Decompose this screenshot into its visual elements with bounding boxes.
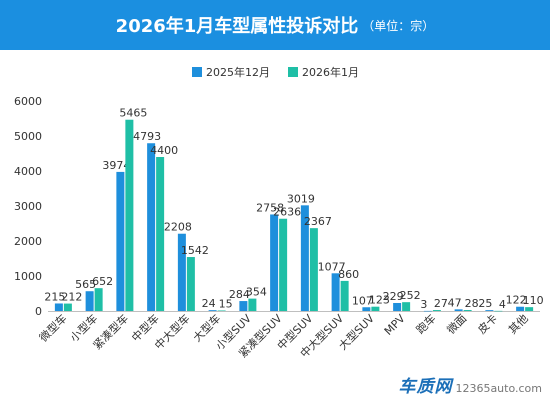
data-label-s2-13: 27: [434, 297, 448, 310]
data-label-s1-12: 229: [383, 290, 404, 303]
data-label-s2-10: 860: [338, 268, 359, 281]
data-label-s2-15: 4: [499, 298, 506, 311]
data-label-s1-16: 122: [506, 294, 527, 307]
watermark-logo: 车质网: [398, 377, 453, 397]
data-label-s1-15: 25: [478, 297, 492, 310]
data-label-s1-9: 3019: [287, 192, 315, 205]
data-label-s1-6: 24: [202, 297, 216, 310]
bar-s1-15: [485, 310, 494, 311]
bar-s2-3: [125, 119, 134, 311]
data-label-s2-11: 123: [369, 294, 390, 307]
watermark: 车质网 12365auto.com: [398, 372, 542, 397]
data-label-s2-9: 2367: [304, 215, 332, 228]
bar-s1-1: [54, 303, 63, 311]
bar-s1-9: [300, 205, 309, 311]
bar-s1-7: [239, 301, 248, 311]
legend-swatch-2: [288, 67, 298, 77]
data-label-s1-4: 4793: [133, 130, 161, 143]
x-tick-label: 跑车: [413, 311, 438, 336]
data-label-s2-6: 15: [219, 297, 233, 310]
data-label-s1-2: 565: [75, 278, 96, 291]
bar-s1-2: [85, 291, 94, 311]
bar-s2-5: [186, 257, 195, 311]
data-label-s1-11: 107: [352, 294, 373, 307]
bar-s1-6: [208, 310, 217, 311]
x-tick-label: MPV: [382, 312, 408, 338]
data-label-s1-7: 284: [229, 288, 250, 301]
bar-s2-11: [371, 306, 380, 311]
y-tick-label: 4000: [14, 165, 42, 178]
bar-s1-5: [177, 233, 186, 311]
y-tick-label: 5000: [14, 130, 42, 143]
bar-s1-4: [147, 143, 156, 311]
x-tick-label: 微面: [444, 311, 469, 336]
bar-s1-10: [331, 273, 340, 311]
watermark-url: 12365auto.com: [455, 382, 542, 395]
data-label-s2-14: 28: [465, 297, 479, 310]
bar-s1-12: [393, 302, 402, 311]
x-tick-label: 其他: [506, 312, 531, 337]
bar-s2-13: [432, 310, 441, 311]
y-tick-label: 1000: [14, 270, 42, 283]
data-label-s2-2: 652: [92, 275, 113, 288]
y-tick-label: 2000: [14, 235, 42, 248]
y-tick-label: 6000: [14, 95, 42, 108]
bar-s2-4: [156, 157, 165, 311]
data-label-s1-13: 3: [420, 298, 427, 311]
bar-s2-2: [94, 288, 103, 311]
data-label-s2-4: 4400: [150, 144, 178, 157]
bar-s2-1: [63, 303, 72, 311]
bar-s2-12: [402, 302, 411, 311]
data-label-s1-8: 2758: [256, 201, 284, 214]
data-label-s1-1: 215: [44, 290, 65, 303]
bar-s2-10: [340, 280, 349, 311]
bar-chart: 2025年12月 2026年1月 0 1000 2000 3000 4000 5000 6000…: [14, 65, 544, 360]
legend-label-2: 2026年1月: [302, 65, 359, 79]
data-label-s2-12: 252: [400, 289, 421, 302]
data-label-s2-7: 354: [246, 286, 267, 299]
bar-s1-3: [116, 171, 125, 311]
data-label-s1-10: 1077: [318, 260, 346, 273]
bar-s2-6: [217, 310, 226, 311]
bar-s2-15: [494, 310, 503, 312]
bar-s1-11: [362, 307, 371, 311]
title-banner: 2026年1月车型属性投诉对比 （单位：宗）: [0, 0, 550, 50]
bar-s1-13: [423, 310, 432, 312]
y-tick-label: 3000: [14, 200, 42, 213]
data-label-s1-5: 2208: [164, 221, 192, 234]
data-label-s1-3: 3974: [102, 159, 130, 172]
x-tick-label: 皮卡: [475, 312, 500, 337]
chart-unit-subtitle: （单位：宗）: [362, 18, 435, 33]
bar-s2-16: [525, 307, 534, 311]
bar-s1-8: [270, 214, 279, 311]
legend-label-1: 2025年12月: [206, 65, 270, 79]
data-label-s2-8: 2636: [273, 206, 301, 219]
legend-swatch-1: [192, 67, 202, 77]
data-label-s2-1: 212: [61, 291, 82, 304]
bar-s2-7: [248, 298, 257, 311]
data-label-s2-16: 110: [523, 294, 544, 307]
bar-s2-14: [463, 310, 472, 311]
bar-s1-14: [454, 309, 463, 311]
bar-s2-8: [279, 218, 288, 311]
data-label-s2-3: 5465: [119, 107, 147, 120]
bar-s1-16: [516, 306, 525, 311]
bar-s2-9: [309, 228, 318, 311]
y-tick-label: 0: [35, 305, 42, 318]
data-label-s2-5: 1542: [181, 244, 209, 257]
chart-title: 2026年1月车型属性投诉对比: [115, 16, 359, 37]
data-label-s1-14: 47: [448, 296, 462, 309]
